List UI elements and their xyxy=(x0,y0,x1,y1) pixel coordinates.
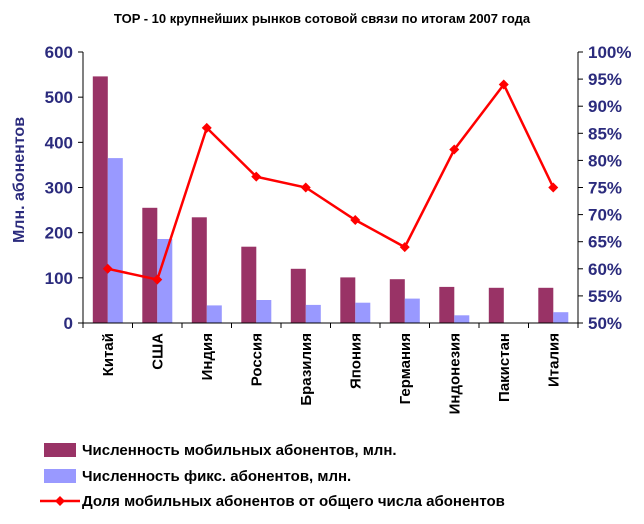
x-tick-label-5: Япония xyxy=(347,333,364,389)
x-axis-labels: Китай США Индия Россия Бразилия Япония Германи… xyxy=(100,333,562,415)
x-tick-label-4: Бразилия xyxy=(298,333,315,406)
y-tick-label-right-3: 65% xyxy=(588,233,622,252)
bar-mobile-7 xyxy=(439,286,455,323)
y-tick-label-left-3: 300 xyxy=(45,179,73,198)
bar-fixed-6 xyxy=(404,298,420,323)
y-tick-label-right-6: 80% xyxy=(588,151,622,170)
bar-mobile-6 xyxy=(389,279,405,323)
x-tick-label-1: США xyxy=(149,333,166,370)
y-tick-label-right-1: 55% xyxy=(588,287,622,306)
y-tick-label-right-7: 85% xyxy=(588,124,622,143)
y-axis-left: 0 100 200 300 400 500 600 xyxy=(45,43,84,333)
line-point-4 xyxy=(300,182,311,193)
line-point-3 xyxy=(251,171,262,182)
series-line-share xyxy=(107,82,555,282)
bar-mobile-5 xyxy=(340,277,356,323)
bar-fixed-3 xyxy=(256,300,272,323)
line-point-6 xyxy=(399,242,410,253)
line-point-1 xyxy=(152,274,163,285)
x-tick-label-7: Индонезия xyxy=(446,333,463,414)
legend-label-2: Доля мобильных абонентов от общего числа… xyxy=(82,493,505,510)
bar-mobile-1 xyxy=(142,207,158,323)
x-tick-label-6: Германия xyxy=(397,333,414,404)
y-tick-label-right-8: 90% xyxy=(588,97,622,116)
bar-fixed-7 xyxy=(454,315,470,323)
plot-area xyxy=(82,76,579,328)
x-tick-label-8: Пакистан xyxy=(496,333,513,402)
legend-marker-2 xyxy=(55,496,65,506)
bar-fixed-9 xyxy=(553,312,569,323)
y-tick-label-right-5: 75% xyxy=(588,179,622,198)
x-tick-label-2: Индия xyxy=(199,333,216,380)
y-axis-right: 50% 55% 60% 65% 70% 75% 80% 85% 90% 95% 100% xyxy=(577,43,631,333)
bar-mobile-0 xyxy=(92,76,108,324)
y-tick-label-right-4: 70% xyxy=(588,206,622,225)
bar-mobile-3 xyxy=(241,246,257,323)
legend-label-0: Численность мобильных абонентов, млн. xyxy=(82,442,397,459)
y-tick-label-right-2: 60% xyxy=(588,260,622,279)
y-tick-label-left-2: 200 xyxy=(45,224,73,243)
line-point-7 xyxy=(449,144,460,155)
bar-fixed-0 xyxy=(107,158,123,323)
y-tick-label-left-0: 0 xyxy=(64,314,73,333)
y-tick-label-left-5: 500 xyxy=(45,88,73,107)
y-tick-label-left-4: 400 xyxy=(45,133,73,152)
line-point-9 xyxy=(548,182,559,193)
line-point-5 xyxy=(350,215,361,226)
y-tick-label-right-10: 100% xyxy=(588,43,631,62)
x-tick-label-9: Италия xyxy=(545,333,562,387)
x-tick-label-3: Россия xyxy=(248,333,265,386)
legend-label-1: Численность фикс. абонентов, млн. xyxy=(82,468,351,485)
bar-mobile-8 xyxy=(488,287,504,323)
y-tick-label-left-1: 100 xyxy=(45,269,73,288)
bar-fixed-1 xyxy=(157,239,173,323)
y-tick-label-left-6: 600 xyxy=(45,43,73,62)
x-tick-label-0: Китай xyxy=(100,333,117,376)
bar-mobile-9 xyxy=(538,287,554,323)
legend: Численность мобильных абонентов, млн. Чис… xyxy=(40,442,505,510)
bar-fixed-2 xyxy=(206,305,222,323)
bar-mobile-2 xyxy=(191,217,207,323)
chart-title: TOP - 10 крупнейших рынков сотовой связи… xyxy=(114,11,531,26)
bar-fixed-5 xyxy=(355,302,371,323)
legend-swatch-0 xyxy=(44,443,76,457)
line-point-2 xyxy=(201,122,212,133)
bar-mobile-4 xyxy=(290,268,306,323)
legend-swatch-1 xyxy=(44,469,76,483)
line-point-8 xyxy=(498,79,509,90)
bar-fixed-4 xyxy=(305,304,321,323)
y-tick-label-right-9: 95% xyxy=(588,70,622,89)
line-point-0 xyxy=(102,263,113,274)
y-tick-label-right-0: 50% xyxy=(588,314,622,333)
y-axis-label: Млн. абонентов xyxy=(11,117,28,243)
